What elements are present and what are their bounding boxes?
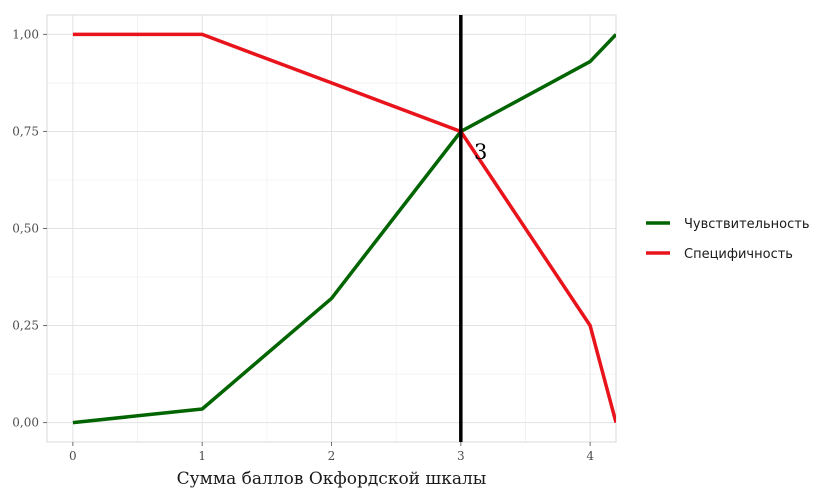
- y-tick-label: 0,25: [12, 319, 39, 333]
- series-lines: [72, 32, 616, 425]
- major-gridlines: [47, 15, 616, 442]
- y-tick-label: 0,00: [12, 416, 39, 430]
- y-tick-label: 1,00: [12, 27, 39, 41]
- x-tick-label: 0: [69, 449, 77, 463]
- y-tick-label: 0,75: [12, 124, 39, 138]
- x-tick-label: 1: [198, 449, 206, 463]
- x-axis-ticks: 0 1 2 3 4: [69, 442, 594, 463]
- cutoff-annotation: 3: [474, 140, 487, 164]
- x-tick-label: 3: [457, 449, 465, 463]
- series-line-specificity: [72, 32, 616, 424]
- x-tick-label: 2: [328, 449, 336, 463]
- legend-label: Специфичность: [684, 247, 793, 262]
- series-line-sensitivity: [72, 33, 616, 425]
- y-axis-ticks: 0,00 0,25 0,50 0,75 1,00: [12, 27, 47, 430]
- y-tick-label: 0,50: [12, 222, 39, 236]
- x-axis-label: Сумма баллов Окфордской шкалы: [177, 469, 487, 488]
- legend-label: Чувствительность: [684, 217, 809, 232]
- x-tick-label: 4: [586, 449, 594, 463]
- legend: Чувствительность Специфичность: [646, 217, 809, 262]
